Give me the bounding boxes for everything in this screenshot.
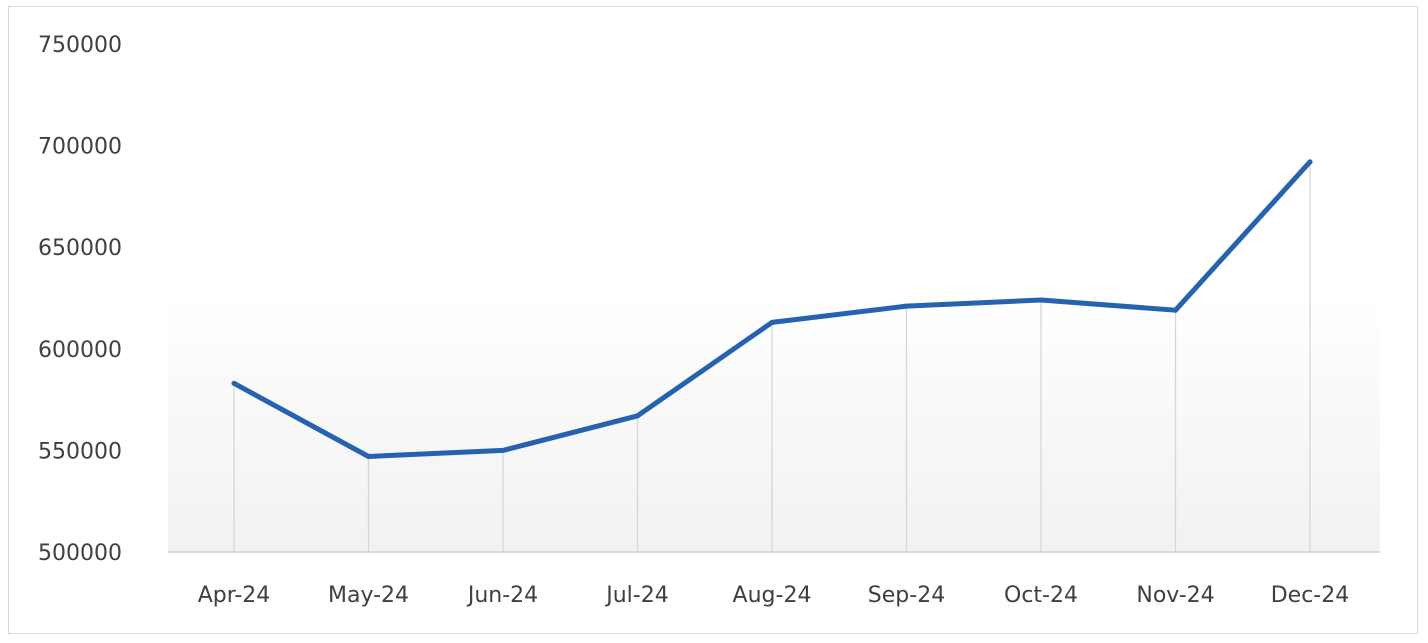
y-tick-label: 650000 [38, 236, 122, 261]
x-tick-label: Nov-24 [1136, 583, 1214, 608]
x-tick-label: Oct-24 [1004, 583, 1078, 608]
data-point [1307, 159, 1313, 165]
data-point [500, 447, 506, 453]
data-point [366, 453, 371, 459]
y-tick-label: 500000 [38, 541, 122, 566]
y-tick-label: 550000 [38, 439, 122, 464]
x-tick-label: Aug-24 [733, 583, 812, 608]
x-tick-label: Jul-24 [604, 583, 668, 608]
y-tick-label: 600000 [38, 338, 122, 363]
data-point [635, 413, 640, 419]
data-point [769, 319, 775, 325]
x-tick-label: May-24 [328, 583, 409, 608]
y-tick-label: 700000 [38, 135, 122, 160]
x-tick-label: Dec-24 [1271, 583, 1350, 608]
data-point [904, 303, 909, 309]
x-tick-label: Jun-24 [466, 583, 538, 608]
x-tick-label: Apr-24 [198, 583, 271, 608]
data-point [1038, 297, 1044, 303]
data-point [231, 380, 237, 386]
data-point [1173, 307, 1178, 313]
plot-background [168, 298, 1380, 552]
y-tick-label: 750000 [38, 33, 122, 58]
x-tick-label: Sep-24 [868, 583, 945, 608]
